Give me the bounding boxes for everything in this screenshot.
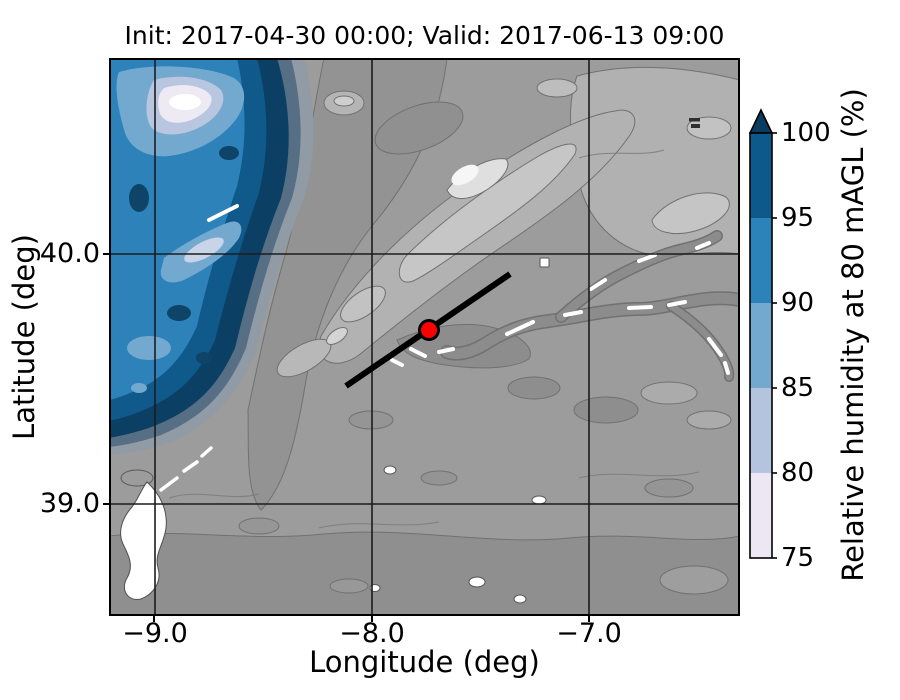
x-axis-label: Longitude (deg) (309, 645, 540, 679)
plot-border (109, 58, 740, 616)
city-marker (689, 118, 700, 128)
map-plot-area (109, 58, 740, 616)
colorbar-tick-label: 100 (781, 118, 831, 148)
x-tick-mark (153, 616, 155, 622)
colorbar-segment-80-85 (750, 388, 772, 473)
x-tick-label: −8.0 (339, 618, 405, 649)
map-canvas (109, 58, 740, 616)
x-tick-label: −9.0 (122, 618, 188, 649)
colorbar-canvas (748, 108, 777, 559)
colorbar-segment-85-90 (750, 303, 772, 388)
colorbar-outline (749, 132, 773, 559)
colorbar-over-arrow (748, 108, 774, 134)
contour-lines (168, 149, 700, 529)
x-tick-mark (371, 616, 373, 622)
x-tick-mark (588, 616, 590, 622)
colorbar-tick-label: 75 (781, 543, 815, 573)
y-axis-label: Latitude (deg) (7, 234, 41, 440)
colorbar-tick-label: 90 (781, 288, 815, 318)
colorbar-tick-marks (772, 132, 777, 559)
river-valley (390, 230, 740, 382)
colorbar-segment-95-100 (750, 133, 772, 218)
location-marker (418, 319, 440, 341)
colorbar-tick-label: 80 (781, 458, 815, 488)
colorbar (748, 108, 778, 560)
colorbar-tick-label: 95 (781, 203, 815, 233)
colorbar-axis-label: Relative humidity at 80 mAGL (%) (836, 88, 870, 582)
x-tick-label: −7.0 (556, 618, 622, 649)
humidity-contours (109, 58, 314, 455)
colorbar-segment-75-80 (750, 473, 772, 558)
y-tick-mark (103, 253, 109, 255)
y-tick-label: 40.0 (39, 238, 100, 269)
colorbar-tick-label: 85 (781, 373, 815, 403)
grid-lines (109, 58, 740, 616)
colorbar-segment-90-95 (750, 218, 772, 303)
y-tick-label: 39.0 (39, 488, 100, 519)
y-tick-mark (103, 503, 109, 505)
terrain-layer (109, 58, 740, 616)
reservoir-water (390, 241, 730, 375)
plot-title: Init: 2017-04-30 00:00; Valid: 2017-06-1… (124, 21, 725, 50)
